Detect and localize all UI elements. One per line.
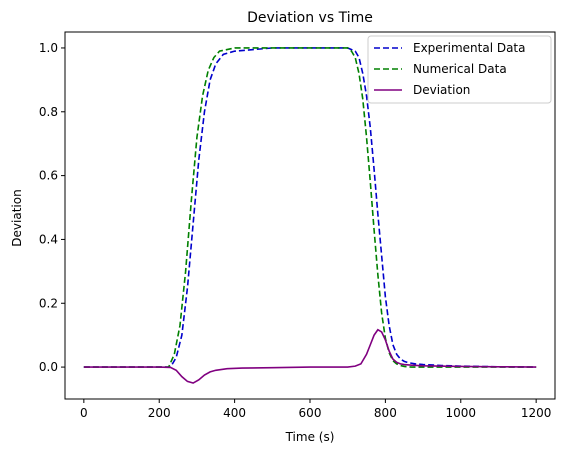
x-tick-label: 400 (223, 406, 246, 420)
series-group (83, 47, 537, 384)
x-tick-label: 600 (299, 406, 322, 420)
y-tick-label: 0.6 (39, 169, 58, 183)
series-line-0 (83, 47, 537, 368)
y-axis-label: Deviation (10, 189, 24, 246)
plot-frame (64, 31, 556, 400)
y-tick-label: 0.0 (39, 360, 58, 374)
y-tick-label: 0.8 (39, 105, 58, 119)
legend-label-0: Experimental Data (413, 41, 526, 55)
legend-box (367, 35, 552, 104)
series-line-1 (83, 47, 537, 368)
x-axis-label: Time (s) (285, 430, 335, 444)
x-tick-label: 1200 (521, 406, 552, 420)
series-line-2 (83, 328, 537, 384)
x-tick-label: 200 (148, 406, 171, 420)
y-tick-label: 0.4 (39, 232, 58, 246)
legend-label-1: Numerical Data (413, 62, 507, 76)
legend: Experimental Data Numerical Data Deviation (367, 35, 552, 104)
x-tick-label: 0 (80, 406, 88, 420)
legend-label-2: Deviation (413, 83, 470, 97)
x-tick-label: 800 (374, 406, 397, 420)
y-tick-label: 0.2 (39, 296, 58, 310)
chart-title: Deviation vs Time (247, 10, 373, 26)
x-tick-label: 1000 (445, 406, 476, 420)
y-tick-label: 1.0 (39, 41, 58, 55)
tick-group: 0 200 400 600 800 1000 1200 0.0 0.2 0.4 0.6 0.8 1.0 (39, 41, 552, 420)
